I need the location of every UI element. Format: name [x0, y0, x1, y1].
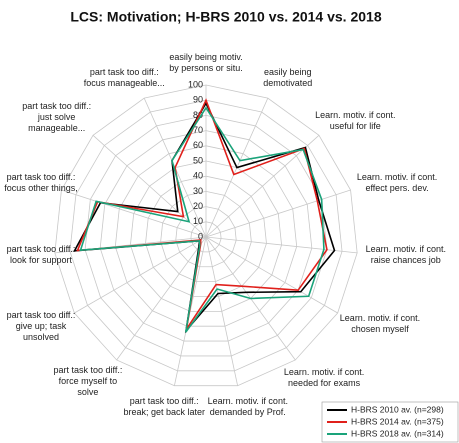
r-tick-label: 90	[193, 95, 203, 105]
r-tick-label: 40	[193, 171, 203, 181]
grid-ring	[175, 206, 237, 268]
spoke	[92, 134, 207, 238]
r-tick-label: 80	[193, 110, 203, 120]
legend-label: H-BRS 2014 av. (n=375)	[351, 416, 444, 426]
grid-ring	[69, 99, 343, 372]
r-tick-label: 30	[193, 186, 203, 196]
grid-ring	[190, 221, 222, 253]
r-tick-label: 70	[193, 125, 203, 135]
r-tick-label: 100	[188, 79, 203, 89]
grid-ring	[84, 114, 328, 357]
category-label: Learn. motiv. if cont. chosen myself	[339, 312, 421, 334]
r-tick-label: 0	[198, 231, 203, 241]
grid-ring	[54, 84, 358, 387]
spoke	[116, 236, 207, 361]
category-label: part task too diff.: just solve manageab…	[22, 100, 92, 133]
legend-label: H-BRS 2010 av. (n=298)	[351, 404, 444, 414]
grid-ring	[145, 175, 267, 297]
grid-ring	[99, 130, 313, 342]
spoke	[205, 236, 358, 254]
legend-label: H-BRS 2018 av. (n=314)	[351, 428, 444, 438]
category-label: part task too diff.: focus other things,	[4, 172, 78, 194]
category-label: Learn. motiv. if cont. raise chances job	[365, 244, 446, 266]
spoke	[205, 236, 338, 314]
category-label: part task too diff.: focus manageable...	[83, 67, 165, 89]
r-tick-label: 10	[193, 216, 203, 226]
r-tick-label: 60	[193, 140, 203, 150]
series-line	[79, 106, 325, 333]
category-label: easily being demotivated	[263, 67, 313, 89]
category-label: part task too diff.: force myself to sol…	[53, 365, 123, 398]
category-label: part task too diff.: look for support	[6, 244, 76, 266]
spoke	[74, 236, 207, 314]
spoke	[61, 189, 207, 238]
category-label: easily being motiv. by persons or situ.	[169, 52, 243, 74]
category-label: Learn. motiv. if cont. demanded by Prof.	[207, 396, 288, 418]
category-label: Learn. motiv. if cont. useful for life	[315, 109, 396, 131]
spoke	[205, 236, 238, 386]
chart-title: LCS: Motivation; H-BRS 2010 vs. 2014 vs.…	[70, 9, 381, 25]
r-tick-label: 20	[193, 201, 203, 211]
grid-ring	[130, 160, 282, 312]
r-tick-label: 50	[193, 155, 203, 165]
category-label: part task too diff.: break; get back lat…	[123, 396, 205, 418]
category-label: part task too diff.: give up; task unsol…	[6, 309, 76, 342]
category-label: Learn. motiv. if cont. effect pers. dev.	[356, 172, 438, 194]
spoke	[205, 134, 320, 238]
grid-ring	[114, 145, 298, 327]
grid-ring	[160, 190, 252, 283]
category-label: Learn. motiv. if cont. needed for exams	[283, 366, 365, 388]
spoke	[205, 189, 351, 238]
series-line	[76, 98, 328, 330]
